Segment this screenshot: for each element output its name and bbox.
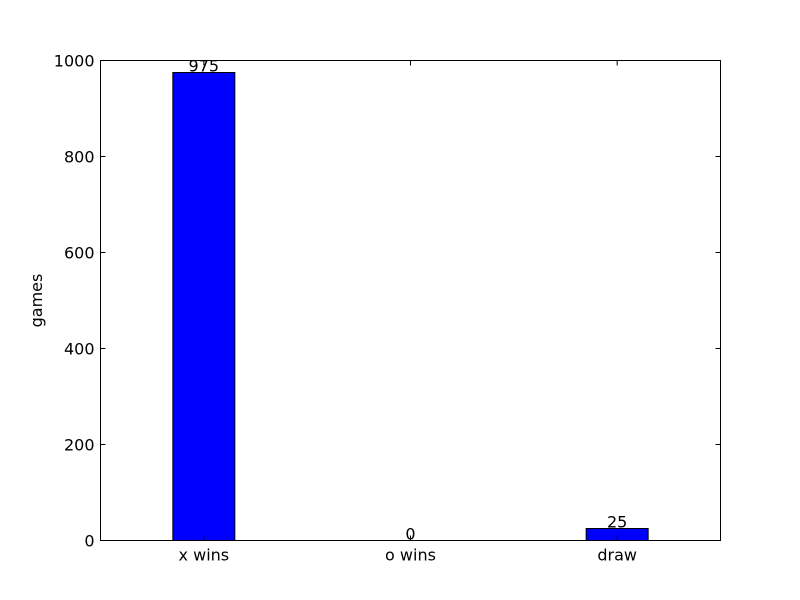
y-tick-label: 400 (64, 340, 95, 359)
bar-value-label: 0 (405, 525, 415, 544)
y-tick-label: 600 (64, 244, 95, 263)
y-tick-label: 200 (64, 436, 95, 455)
labels-group: x wins 975 o wins 0 draw 25 0 200 400 600 800 1000 (54, 52, 637, 565)
bar-value-label: 25 (607, 513, 627, 532)
y-axis-title: games (27, 274, 46, 328)
y-tick-label: 0 (84, 532, 94, 551)
plot-frame (100, 60, 721, 541)
y-tick-label: 1000 (54, 52, 95, 71)
x-tick-label: o wins (385, 546, 436, 565)
bars-group (172, 72, 649, 541)
y-tick-label: 800 (64, 148, 95, 167)
x-tick-label: x wins (179, 546, 230, 565)
bar-x-wins (172, 72, 236, 541)
bar-value-label: 975 (189, 57, 220, 76)
x-tick-label: draw (597, 546, 637, 565)
